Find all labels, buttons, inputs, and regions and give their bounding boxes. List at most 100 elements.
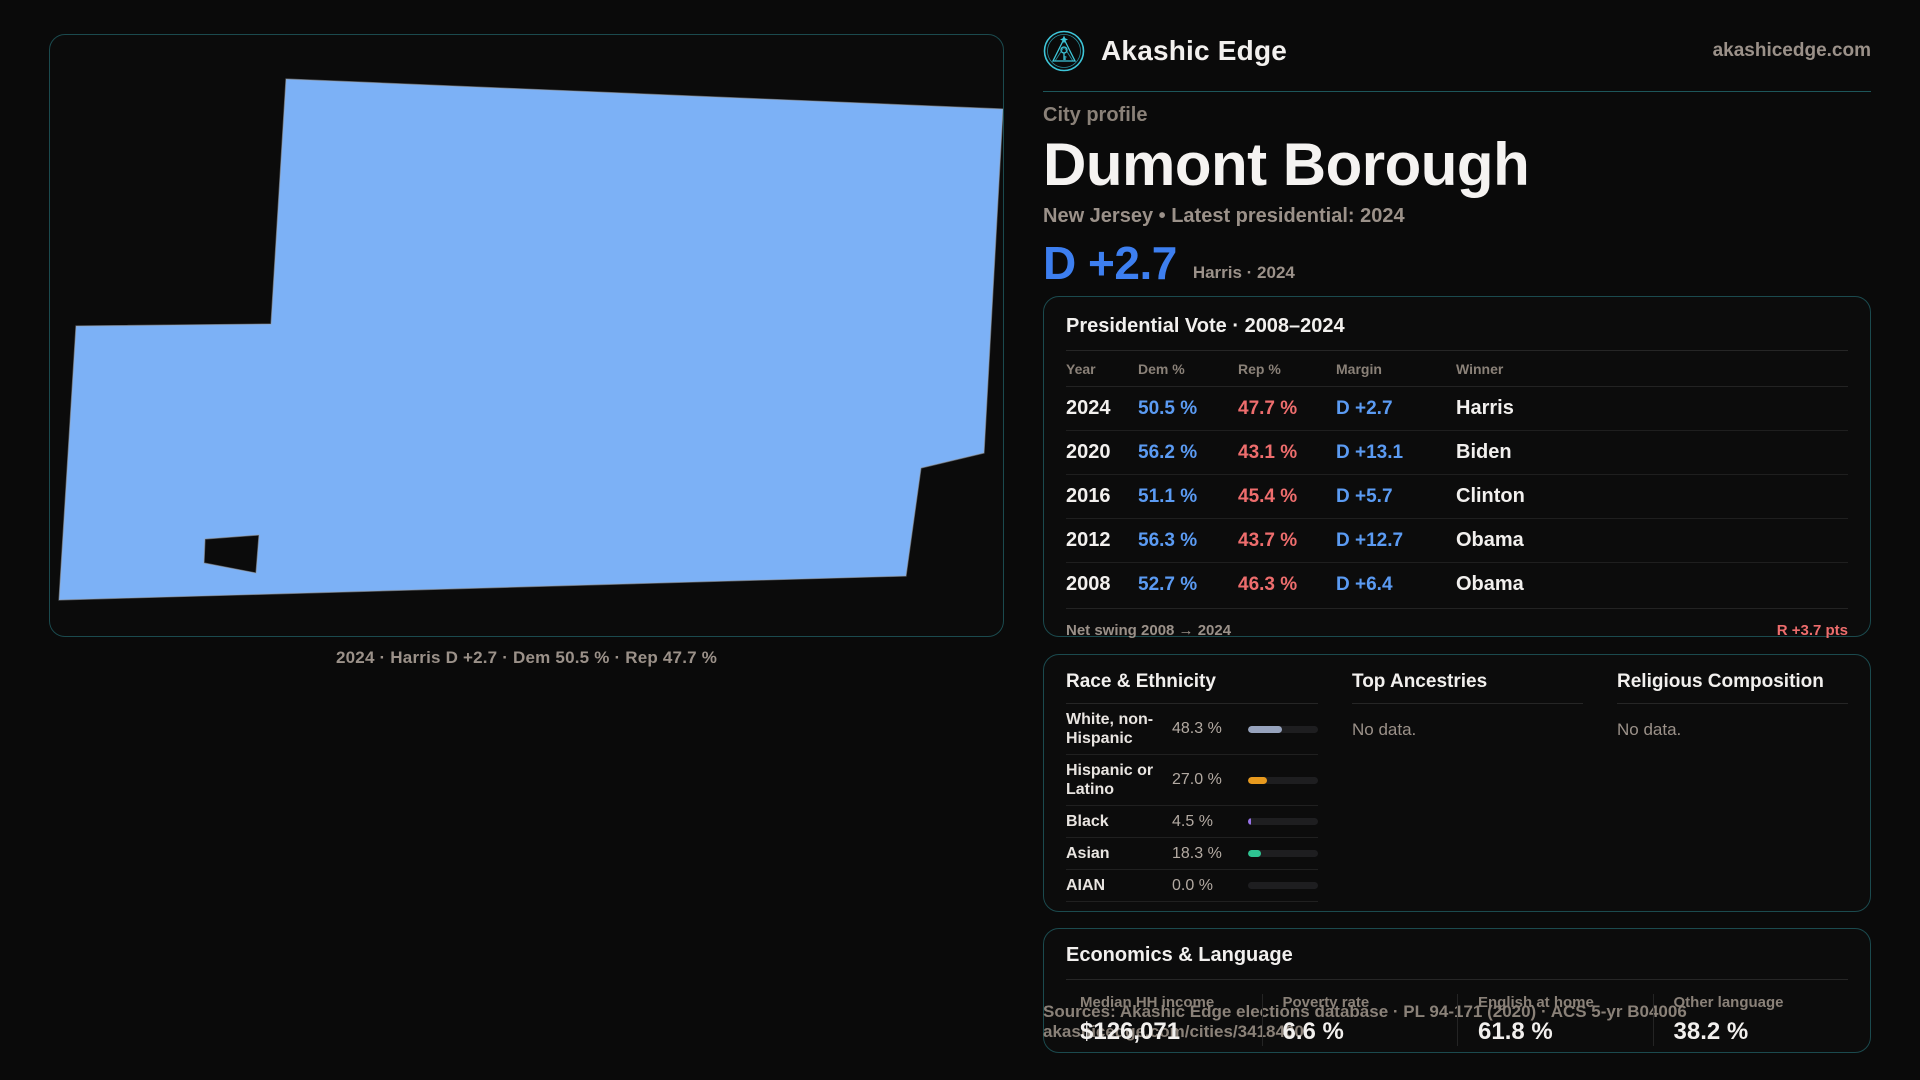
race-row-aian: AIAN 0.0 % bbox=[1066, 870, 1318, 902]
presidential-vote-panel: Presidential Vote · 2008–2024 Year Dem %… bbox=[1043, 296, 1871, 639]
dem-cell: 50.5 % bbox=[1138, 386, 1238, 431]
stat-other-language: Other language 38.2 % bbox=[1652, 994, 1849, 1046]
akashic-edge-logo-icon bbox=[1043, 30, 1085, 71]
race-ethnicity-column: Race & Ethnicity White, non-Hispanic 48.… bbox=[1066, 671, 1318, 902]
stat-value: 6.6 % bbox=[1282, 1018, 1344, 1045]
economics-panel: Economics & Language Median HH income $1… bbox=[1043, 928, 1871, 1053]
city-boundary bbox=[58, 78, 1003, 601]
race-bar-track bbox=[1248, 850, 1318, 857]
table-row-2008: 2008 52.7 % 46.3 % D +6.4 Obama bbox=[1066, 563, 1848, 607]
race-row-hispanic: Hispanic or Latino 27.0 % bbox=[1066, 755, 1318, 806]
page-subtitle: New Jersey • Latest presidential: 2024 bbox=[1043, 205, 1405, 227]
eyebrow-city-profile: City profile bbox=[1043, 104, 1148, 126]
race-row-asian: Asian 18.3 % bbox=[1066, 838, 1318, 870]
column-header-dem: Dem % bbox=[1138, 351, 1238, 387]
race-row-black: Black 4.5 % bbox=[1066, 806, 1318, 838]
net-swing-label: Net swing 2008 → 2024 bbox=[1066, 622, 1232, 639]
dem-cell: 56.2 % bbox=[1138, 430, 1238, 475]
stat-median-hh-income: Median HH income $126,071 bbox=[1066, 994, 1262, 1046]
city-map bbox=[58, 78, 1003, 601]
year-cell: 2008 bbox=[1066, 573, 1111, 595]
race-value: 4.5 % bbox=[1172, 812, 1213, 830]
brand-domain-link[interactable]: akashicedge.com bbox=[1712, 39, 1871, 61]
column-header-year: Year bbox=[1066, 351, 1138, 387]
column-header-rep: Rep % bbox=[1238, 351, 1336, 387]
stat-value: 61.8 % bbox=[1478, 1018, 1553, 1045]
margin-cell: D +5.7 bbox=[1336, 474, 1456, 519]
winner-cell: Harris bbox=[1456, 386, 1848, 431]
race-bar-track bbox=[1248, 725, 1318, 733]
table-row-2016: 2016 51.1 % 45.4 % D +5.7 Clinton bbox=[1066, 474, 1848, 519]
race-value: 0.0 % bbox=[1172, 876, 1213, 894]
top-ancestries-title: Top Ancestries bbox=[1352, 671, 1583, 704]
race-label: Asian bbox=[1066, 845, 1110, 862]
race-label: White, non-Hispanic bbox=[1066, 711, 1154, 747]
race-ethnicity-title: Race & Ethnicity bbox=[1066, 671, 1318, 704]
top-ancestries-column: Top Ancestries No data. bbox=[1352, 671, 1583, 902]
margin-cell: D +2.7 bbox=[1336, 386, 1456, 431]
rep-cell: 47.7 % bbox=[1238, 386, 1336, 431]
table-header-row: Year Dem % Rep % Margin Winner bbox=[1066, 351, 1848, 387]
margin-cell: D +12.7 bbox=[1336, 518, 1456, 563]
year-cell: 2016 bbox=[1066, 474, 1138, 519]
rep-cell: 46.3 % bbox=[1238, 573, 1298, 595]
hero-margin-value: D +2.7 bbox=[1043, 237, 1177, 289]
race-bar-track bbox=[1248, 882, 1318, 889]
latest-margin-hero: D +2.7 Harris · 2024 bbox=[1043, 236, 1295, 290]
race-bar-fill bbox=[1248, 818, 1252, 825]
column-header-margin: Margin bbox=[1336, 351, 1456, 387]
presidential-panel-title: Presidential Vote · 2008–2024 bbox=[1066, 315, 1848, 351]
ancestries-no-data: No data. bbox=[1352, 720, 1417, 739]
city-map-panel bbox=[49, 34, 1004, 637]
rep-cell: 43.1 % bbox=[1238, 430, 1336, 475]
stat-english-at-home: English at home 61.8 % bbox=[1457, 994, 1653, 1046]
race-value: 18.3 % bbox=[1172, 844, 1222, 862]
race-label: AIAN bbox=[1066, 877, 1106, 894]
year-cell: 2024 bbox=[1066, 386, 1138, 431]
dem-cell: 52.7 % bbox=[1138, 573, 1198, 595]
table-row-2012: 2012 56.3 % 43.7 % D +12.7 Obama bbox=[1066, 518, 1848, 563]
site-header: Akashic Edge akashicedge.com bbox=[1043, 28, 1871, 92]
rep-cell: 45.4 % bbox=[1238, 474, 1336, 519]
economics-stats: Median HH income $126,071 Poverty rate 6… bbox=[1066, 994, 1848, 1046]
sources-line: Sources: Akashic Edge elections database… bbox=[1043, 1002, 1687, 1021]
religion-no-data: No data. bbox=[1617, 720, 1682, 739]
winner-cell: Obama bbox=[1456, 518, 1848, 563]
table-row-2020: 2020 56.2 % 43.1 % D +13.1 Biden bbox=[1066, 430, 1848, 475]
stat-value: $126,071 bbox=[1080, 1018, 1181, 1045]
race-label: Black bbox=[1066, 813, 1109, 830]
margin-cell: D +6.4 bbox=[1336, 573, 1393, 595]
net-swing-value: R +3.7 pts bbox=[1776, 622, 1848, 639]
stat-label: Poverty rate bbox=[1282, 994, 1370, 1011]
religious-composition-title: Religious Composition bbox=[1617, 671, 1848, 704]
dem-cell: 51.1 % bbox=[1138, 474, 1238, 519]
table-row-2024: 2024 50.5 % 47.7 % D +2.7 Harris bbox=[1066, 386, 1848, 431]
profile-url-link[interactable]: akashicedge.com/cities/3418400 bbox=[1043, 1022, 1304, 1041]
race-bar-fill bbox=[1248, 776, 1267, 784]
winner-cell: Biden bbox=[1456, 430, 1848, 475]
year-cell: 2020 bbox=[1066, 430, 1138, 475]
brand-name: Akashic Edge bbox=[1101, 34, 1288, 66]
page-footer: Sources: Akashic Edge elections database… bbox=[1043, 1002, 1687, 1042]
race-row-white: White, non-Hispanic 48.3 % bbox=[1066, 704, 1318, 755]
race-bar-fill bbox=[1248, 850, 1261, 857]
stat-poverty-rate: Poverty rate 6.6 % bbox=[1261, 994, 1458, 1046]
year-cell: 2012 bbox=[1066, 518, 1138, 563]
stat-label: English at home bbox=[1478, 994, 1594, 1011]
economics-panel-title: Economics & Language bbox=[1066, 944, 1848, 980]
winner-cell: Clinton bbox=[1456, 474, 1848, 519]
demographics-panel: Race & Ethnicity White, non-Hispanic 48.… bbox=[1043, 654, 1871, 912]
race-label: Hispanic or Latino bbox=[1066, 762, 1154, 798]
map-caption: 2024 · Harris D +2.7 · Dem 50.5 % · Rep … bbox=[335, 648, 718, 667]
stat-value: 38.2 % bbox=[1673, 1018, 1749, 1045]
stat-label: Other language bbox=[1673, 994, 1784, 1011]
race-bar-track bbox=[1248, 818, 1318, 825]
race-value: 48.3 % bbox=[1172, 720, 1222, 737]
race-bar-fill bbox=[1248, 725, 1282, 733]
race-bar-track bbox=[1248, 776, 1318, 784]
race-value: 27.0 % bbox=[1172, 771, 1222, 788]
winner-cell: Obama bbox=[1456, 573, 1524, 595]
column-header-winner: Winner bbox=[1456, 351, 1848, 387]
net-swing-row: Net swing 2008 → 2024 R +3.7 pts bbox=[1066, 608, 1848, 639]
